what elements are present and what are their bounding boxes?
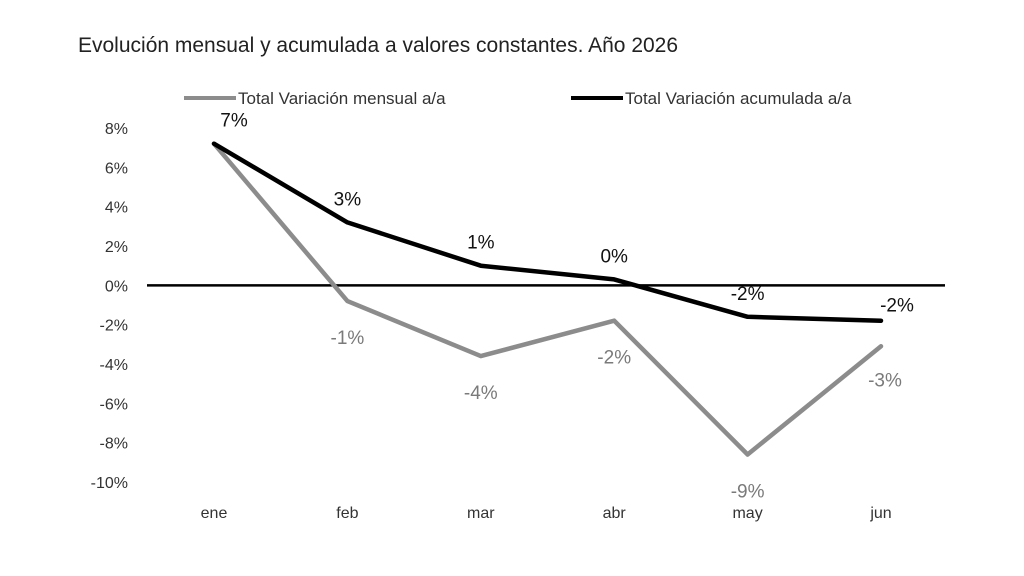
legend: Total Variación mensual a/a Total Variaci… [184,89,852,108]
data-label: -2% [731,284,765,305]
data-label: 7% [220,111,248,132]
x-tick-label: jun [869,505,891,522]
y-tick-label: 0% [105,278,128,295]
y-tick-label: -4% [100,357,128,374]
legend-label-2: Total Variación acumulada a/a [625,89,852,108]
legend-label-1: Total Variación mensual a/a [238,89,446,108]
data-label: -9% [731,481,765,502]
x-tick-label: may [732,505,762,522]
data-label: -2% [880,296,914,317]
data-label: -2% [597,348,631,369]
data-labels: -1% -4% -2% -9% -3% 7% 3% 1% 0% -2% -2% [220,111,914,503]
data-label: 1% [467,233,495,254]
y-tick-label: -8% [100,436,128,453]
y-tick-label: 6% [105,160,128,177]
data-label: -4% [464,383,498,404]
y-tick-label: 2% [105,239,128,256]
x-tick-label: mar [467,505,495,522]
y-tick-label: -10% [91,475,128,492]
x-axis: ene feb mar abr may jun [201,505,892,522]
y-axis: 8% 6% 4% 2% 0% -2% -4% -6% -8% -10% [91,121,128,492]
chart-title: Evolución mensual y acumulada a valores … [78,34,679,57]
y-tick-label: 8% [105,121,128,138]
data-label: -3% [868,370,902,391]
y-tick-label: -2% [100,318,128,335]
series-lines [211,141,884,457]
y-tick-label: -6% [100,396,128,413]
series-line-1 [211,141,884,457]
x-tick-label: ene [201,505,228,522]
data-label: 3% [334,189,362,210]
x-tick-label: feb [336,505,358,522]
data-label: -1% [331,328,365,349]
data-label: 0% [600,246,628,267]
x-tick-label: abr [603,505,627,522]
y-tick-label: 4% [105,200,128,217]
series-line-2 [211,141,884,323]
